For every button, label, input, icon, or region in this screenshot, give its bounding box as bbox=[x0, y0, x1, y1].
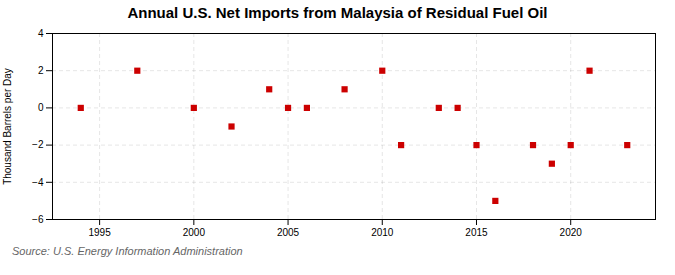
svg-text:2: 2 bbox=[38, 65, 44, 76]
svg-text:2000: 2000 bbox=[183, 227, 206, 238]
svg-text:0: 0 bbox=[38, 102, 44, 113]
html-text:Source: U.S. Energy Informatio: Source: U.S. Energy Information Administ… bbox=[12, 245, 243, 257]
svg-text:1995: 1995 bbox=[88, 227, 111, 238]
svg-text:−6: −6 bbox=[32, 214, 44, 225]
svg-text:2010: 2010 bbox=[371, 227, 394, 238]
svg-text:−4: −4 bbox=[32, 177, 44, 188]
svg-text:2015: 2015 bbox=[465, 227, 488, 238]
svg-text:Thousand Barrels per Day: Thousand Barrels per Day bbox=[2, 68, 13, 185]
svg-text:2020: 2020 bbox=[560, 227, 583, 238]
svg-text:4: 4 bbox=[38, 28, 44, 39]
svg-text:−2: −2 bbox=[32, 139, 44, 150]
svg-text:2005: 2005 bbox=[277, 227, 300, 238]
html-text:Annual U.S. Net Imports from M: Annual U.S. Net Imports from Malaysia of… bbox=[127, 4, 548, 21]
